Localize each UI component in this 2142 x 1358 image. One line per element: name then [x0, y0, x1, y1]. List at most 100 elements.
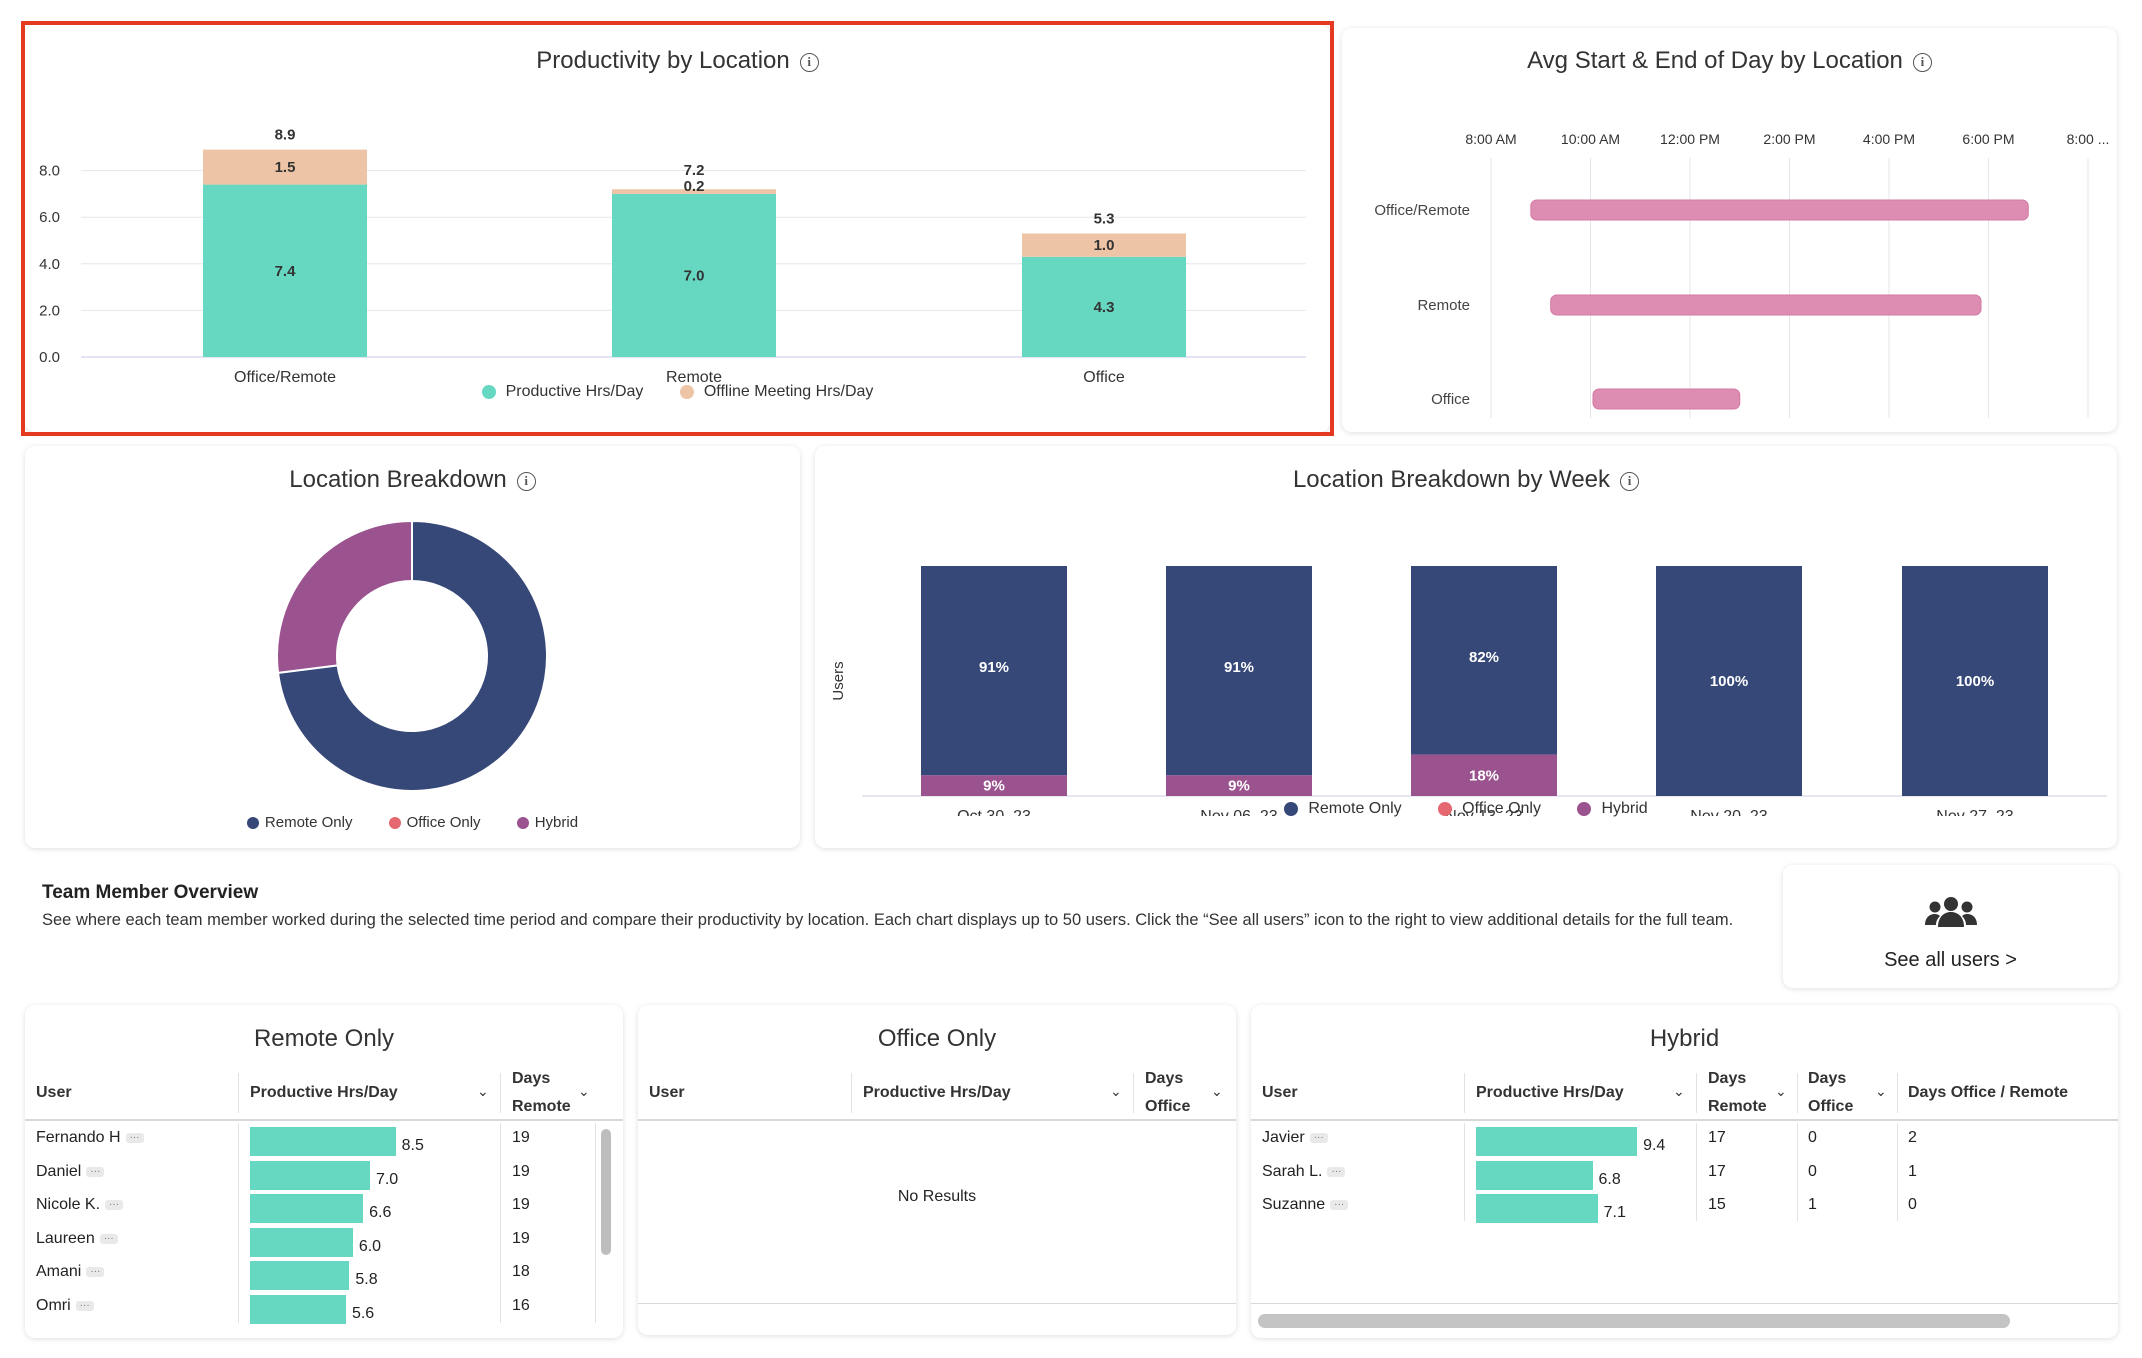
x-tick-label: 2:00 PM: [1763, 131, 1815, 147]
see-all-users-link[interactable]: See all users >: [1783, 949, 2118, 972]
info-icon[interactable]: i: [517, 472, 536, 491]
productive-hours-value: 7.1: [1604, 1204, 1626, 1222]
team-overview-description: See where each team member worked during…: [42, 910, 1762, 930]
avg-day-chart: 8:00 AM 10:00 AM 12:00 PM 2:00 PM 4:00 PM 6:0…: [1342, 88, 2117, 428]
days-remote-value: 19: [512, 1230, 530, 1248]
user-name[interactable]: Omri ···: [36, 1297, 94, 1315]
legend-office-only[interactable]: Office Only: [1438, 800, 1541, 818]
productivity-legend: Productive Hrs/Day Offline Meeting Hrs/D…: [25, 383, 1330, 404]
legend-remote-only[interactable]: Remote Only: [1284, 800, 1401, 818]
col-productive-header[interactable]: Productive Hrs/Day: [863, 1079, 1011, 1107]
productive-hours-value: 7.0: [376, 1171, 398, 1189]
productive-value-label: 4.3: [1094, 299, 1115, 316]
header-underline: [25, 1119, 623, 1121]
y-axis-label: Users: [830, 661, 847, 700]
productive-value-label: 7.4: [275, 263, 297, 280]
location-week-legend: Remote Only Office Only Hybrid: [815, 800, 2117, 821]
remote-only-table-card: Remote Only User Productive Hrs/Day ⌄ Da…: [25, 1005, 623, 1338]
col-user-header[interactable]: User: [36, 1079, 72, 1107]
hybrid-title: Hybrid: [1251, 1025, 2118, 1053]
col-user-header[interactable]: User: [1262, 1079, 1298, 1107]
more-options-icon[interactable]: ···: [126, 1133, 144, 1143]
more-options-icon[interactable]: ···: [100, 1234, 118, 1244]
col-divider: [1133, 1073, 1134, 1113]
col-divider: [1464, 1073, 1465, 1113]
location-week-chart: Users 91% 9% Oct 30, 23 91% 9% Nov 06, 23 82% 18…: [815, 506, 2117, 816]
col-divider: [500, 1073, 501, 1113]
scrollbar-thumb[interactable]: [601, 1129, 611, 1255]
productive-hours-bar: [250, 1295, 346, 1324]
info-icon[interactable]: i: [1620, 472, 1639, 491]
sort-chevron-icon[interactable]: ⌄: [477, 1083, 489, 1100]
days-office-remote-value: 0: [1908, 1196, 1917, 1214]
user-name[interactable]: Sarah L. ···: [1262, 1163, 1345, 1181]
total-value-label: 8.9: [275, 127, 296, 144]
user-name[interactable]: Laureen ···: [36, 1230, 118, 1248]
sort-chevron-icon[interactable]: ⌄: [1211, 1083, 1223, 1100]
info-icon[interactable]: i: [1913, 53, 1932, 72]
more-options-icon[interactable]: ···: [1310, 1133, 1328, 1143]
col-productive-header[interactable]: Productive Hrs/Day: [1476, 1079, 1624, 1107]
info-icon[interactable]: i: [800, 53, 819, 72]
col-divider: [238, 1073, 239, 1113]
col-divider: [1797, 1073, 1798, 1113]
legend-office-only[interactable]: Office Only: [389, 814, 481, 831]
donut-slice: [277, 521, 412, 673]
user-name[interactable]: Amani ···: [36, 1263, 104, 1281]
more-options-icon[interactable]: ···: [105, 1200, 123, 1210]
col-days-remote-header[interactable]: Days Remote: [1708, 1065, 1767, 1121]
sort-chevron-icon[interactable]: ⌄: [1673, 1083, 1685, 1100]
sort-chevron-icon[interactable]: ⌄: [578, 1083, 590, 1100]
productivity-chart: 0.0 2.0 4.0 6.0 8.0 7.4 1.5 8.9 Office/Remote 7.0…: [25, 95, 1330, 415]
user-name[interactable]: Fernando H ···: [36, 1129, 144, 1147]
col-days-header[interactable]: Days Remote: [512, 1065, 571, 1121]
see-all-users-card[interactable]: See all users >: [1783, 865, 2118, 988]
sort-chevron-icon[interactable]: ⌄: [1110, 1083, 1122, 1100]
location-week-title: Location Breakdown by Week i: [815, 466, 2117, 494]
more-options-icon[interactable]: ···: [86, 1267, 104, 1277]
horizontal-scrollbar-thumb[interactable]: [1258, 1314, 2010, 1328]
remote-dot: [1284, 802, 1298, 816]
productive-hours-value: 6.0: [359, 1238, 381, 1256]
days-remote-value: 19: [512, 1163, 530, 1181]
legend-offline-meeting[interactable]: Offline Meeting Hrs/Day: [680, 383, 874, 401]
slice-label: 73%: [507, 756, 537, 773]
y-tick-label: 0.0: [39, 349, 60, 366]
col-days-office-header[interactable]: Days Office: [1808, 1065, 1853, 1121]
days-office-remote-value: 1: [1908, 1163, 1917, 1181]
sort-chevron-icon[interactable]: ⌄: [1775, 1083, 1787, 1100]
remote-value-label: 82%: [1469, 649, 1499, 666]
category-label: Remote: [1417, 297, 1470, 314]
col-days-header[interactable]: Days Office: [1145, 1065, 1190, 1121]
legend-remote-only[interactable]: Remote Only: [247, 814, 353, 831]
legend-hybrid[interactable]: Hybrid: [517, 814, 578, 831]
more-options-icon[interactable]: ···: [86, 1167, 104, 1177]
sort-chevron-icon[interactable]: ⌄: [1875, 1083, 1887, 1100]
days-remote-value: 19: [512, 1196, 530, 1214]
productive-hours-bar: [250, 1127, 396, 1156]
col-divider: [1696, 1073, 1697, 1113]
legend-hybrid[interactable]: Hybrid: [1577, 800, 1647, 818]
category-label: Office: [1431, 391, 1470, 408]
col-user-header[interactable]: User: [649, 1079, 685, 1107]
hybrid-dot: [517, 817, 529, 829]
time-range-bar: [1593, 389, 1740, 409]
legend-productive[interactable]: Productive Hrs/Day: [482, 383, 644, 401]
col-productive-header[interactable]: Productive Hrs/Day: [250, 1079, 398, 1107]
remote-value-label: 91%: [979, 659, 1009, 676]
more-options-icon[interactable]: ···: [1327, 1167, 1345, 1177]
user-name[interactable]: Suzanne ···: [1262, 1196, 1348, 1214]
col-days-office-remote-header[interactable]: Days Office / Remote: [1908, 1079, 2068, 1107]
user-name[interactable]: Javier ···: [1262, 1129, 1328, 1147]
hybrid-table-card: Hybrid User Productive Hrs/Day ⌄ Days Rem…: [1251, 1005, 2118, 1338]
user-name[interactable]: Daniel ···: [36, 1163, 104, 1181]
more-options-icon[interactable]: ···: [76, 1301, 94, 1311]
users-group-icon: [1783, 895, 2118, 934]
offline-value-label: 0.2: [684, 178, 705, 195]
user-name[interactable]: Nicole K. ···: [36, 1196, 123, 1214]
category-label: Office/Remote: [1374, 202, 1470, 219]
avg-start-end-card: Avg Start & End of Day by Location i 8:00…: [1342, 28, 2117, 432]
days-office-value: 0: [1808, 1129, 1817, 1147]
more-options-icon[interactable]: ···: [1330, 1200, 1348, 1210]
hybrid-value-label: 9%: [983, 778, 1005, 795]
